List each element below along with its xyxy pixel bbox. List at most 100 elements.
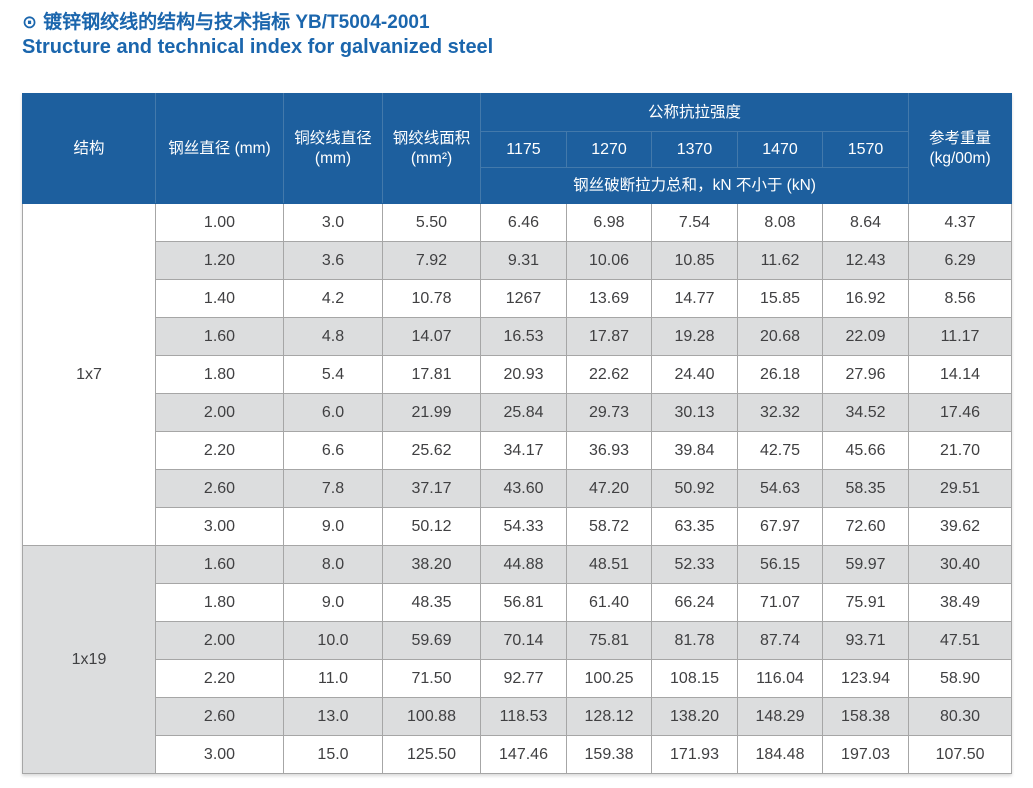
data-cell: 7.92 bbox=[382, 241, 481, 280]
data-cell: 108.15 bbox=[651, 659, 738, 698]
data-cell: 2.00 bbox=[155, 393, 284, 432]
data-cell: 128.12 bbox=[566, 697, 652, 736]
header-tensile-group: 公称抗拉强度 bbox=[479, 93, 910, 132]
header-grade-1570: 1570 bbox=[821, 131, 910, 168]
data-cell: 4.37 bbox=[908, 203, 1013, 242]
header-strand-area: 钢绞线面积 (mm²) bbox=[382, 93, 481, 204]
data-cell: 3.6 bbox=[283, 241, 383, 280]
data-cell: 14.77 bbox=[651, 279, 738, 318]
table-header: 结构 钢丝直径 (mm) 铜绞线直径 (mm) 钢绞线面积 (mm²) 公称抗拉… bbox=[22, 93, 1013, 204]
data-cell: 1267 bbox=[480, 279, 567, 318]
data-cell: 11.0 bbox=[283, 659, 383, 698]
data-cell: 148.29 bbox=[737, 697, 823, 736]
header-structure: 结构 bbox=[22, 93, 156, 204]
structure-cell: 1x7 bbox=[22, 203, 156, 546]
data-cell: 48.35 bbox=[382, 583, 481, 622]
data-cell: 58.72 bbox=[566, 507, 652, 546]
data-cell: 100.88 bbox=[382, 697, 481, 736]
page-title: ⊙ 镀锌钢绞线的结构与技术指标 YB/T5004-2001 Structure a… bbox=[22, 10, 493, 60]
data-cell: 22.09 bbox=[821, 317, 910, 356]
table-row: 3.00 15.0 125.50 147.46 159.38 171.93 184.48 19… bbox=[23, 735, 1013, 774]
data-cell: 15.0 bbox=[283, 735, 383, 774]
data-cell: 39.62 bbox=[908, 507, 1013, 546]
data-cell: 2.00 bbox=[155, 621, 284, 660]
data-cell: 59.69 bbox=[382, 621, 481, 660]
data-cell: 43.60 bbox=[480, 469, 567, 508]
table-row: 1.60 4.8 14.07 16.53 17.87 19.28 20.68 22.09 11.… bbox=[23, 317, 1013, 356]
data-cell: 93.71 bbox=[821, 621, 910, 660]
data-cell: 4.8 bbox=[283, 317, 383, 356]
data-cell: 2.60 bbox=[155, 469, 284, 508]
data-cell: 4.2 bbox=[283, 279, 383, 318]
data-cell: 20.68 bbox=[737, 317, 823, 356]
data-cell: 34.52 bbox=[821, 393, 910, 432]
data-cell: 42.75 bbox=[737, 431, 823, 470]
data-cell: 116.04 bbox=[737, 659, 823, 698]
grade-label: 1470 bbox=[762, 140, 798, 158]
data-cell: 25.62 bbox=[382, 431, 481, 470]
data-cell: 125.50 bbox=[382, 735, 481, 774]
data-cell: 58.90 bbox=[908, 659, 1013, 698]
data-cell: 2.20 bbox=[155, 431, 284, 470]
data-cell: 171.93 bbox=[651, 735, 738, 774]
data-cell: 71.07 bbox=[737, 583, 823, 622]
data-cell: 1.60 bbox=[155, 317, 284, 356]
data-cell: 21.70 bbox=[908, 431, 1013, 470]
data-cell: 16.92 bbox=[821, 279, 910, 318]
data-cell: 80.30 bbox=[908, 697, 1013, 736]
data-cell: 29.73 bbox=[566, 393, 652, 432]
data-cell: 19.28 bbox=[651, 317, 738, 356]
data-cell: 32.32 bbox=[737, 393, 823, 432]
data-cell: 11.17 bbox=[908, 317, 1013, 356]
data-cell: 71.50 bbox=[382, 659, 481, 698]
data-cell: 7.54 bbox=[651, 203, 738, 242]
data-cell: 22.62 bbox=[566, 355, 652, 394]
structure-cell: 1x19 bbox=[22, 545, 156, 774]
data-cell: 75.91 bbox=[821, 583, 910, 622]
header-strand-area-line2: (mm²) bbox=[410, 149, 453, 167]
data-cell: 17.81 bbox=[382, 355, 481, 394]
data-cell: 7.8 bbox=[283, 469, 383, 508]
data-cell: 45.66 bbox=[821, 431, 910, 470]
data-cell: 36.93 bbox=[566, 431, 652, 470]
data-cell: 17.87 bbox=[566, 317, 652, 356]
data-cell: 13.69 bbox=[566, 279, 652, 318]
data-cell: 159.38 bbox=[566, 735, 652, 774]
data-cell: 158.38 bbox=[821, 697, 910, 736]
data-cell: 8.64 bbox=[821, 203, 910, 242]
data-cell: 1.80 bbox=[155, 583, 284, 622]
data-cell: 30.13 bbox=[651, 393, 738, 432]
data-cell: 26.18 bbox=[737, 355, 823, 394]
grade-label: 1570 bbox=[847, 140, 884, 158]
data-cell: 54.63 bbox=[737, 469, 823, 508]
data-cell: 25.84 bbox=[480, 393, 567, 432]
data-cell: 24.40 bbox=[651, 355, 738, 394]
data-cell: 3.00 bbox=[155, 507, 284, 546]
data-cell: 20.93 bbox=[480, 355, 567, 394]
data-cell: 87.74 bbox=[737, 621, 823, 660]
data-cell: 47.51 bbox=[908, 621, 1013, 660]
table-row: 1.40 4.2 10.78 1267 13.69 14.77 15.85 16.92 8.56 bbox=[23, 279, 1013, 318]
data-cell: 16.53 bbox=[480, 317, 567, 356]
spec-table: 结构 钢丝直径 (mm) 铜绞线直径 (mm) 钢绞线面积 (mm²) 公称抗拉… bbox=[22, 93, 1013, 774]
data-cell: 92.77 bbox=[480, 659, 567, 698]
data-cell: 38.20 bbox=[382, 545, 481, 584]
data-cell: 66.24 bbox=[651, 583, 738, 622]
data-cell: 6.29 bbox=[908, 241, 1013, 280]
data-cell: 27.96 bbox=[821, 355, 910, 394]
table-row: 2.60 13.0 100.88 118.53 128.12 138.20 148.29 15… bbox=[23, 697, 1013, 736]
data-cell: 12.43 bbox=[821, 241, 910, 280]
header-grade-1175: 1175 bbox=[480, 131, 567, 168]
header-grade-1370: 1370 bbox=[651, 131, 738, 168]
header-ref-weight-line2: (kg/00m) bbox=[929, 149, 991, 167]
table-row: 2.00 10.0 59.69 70.14 75.81 81.78 87.74 93.71 47… bbox=[23, 621, 1013, 660]
header-grade-1270: 1270 bbox=[566, 131, 652, 168]
header-strand-diameter-line1: 铜绞线直径 bbox=[294, 129, 372, 147]
data-cell: 10.06 bbox=[566, 241, 652, 280]
data-cell: 5.50 bbox=[382, 203, 481, 242]
data-cell: 29.51 bbox=[908, 469, 1013, 508]
data-cell: 30.40 bbox=[908, 545, 1013, 584]
table-row: 1x7 1.00 3.0 5.50 6.46 6.98 7.54 8.08 8.64 4.37 bbox=[22, 203, 1013, 546]
data-cell: 48.51 bbox=[566, 545, 652, 584]
data-cell: 197.03 bbox=[821, 735, 910, 774]
